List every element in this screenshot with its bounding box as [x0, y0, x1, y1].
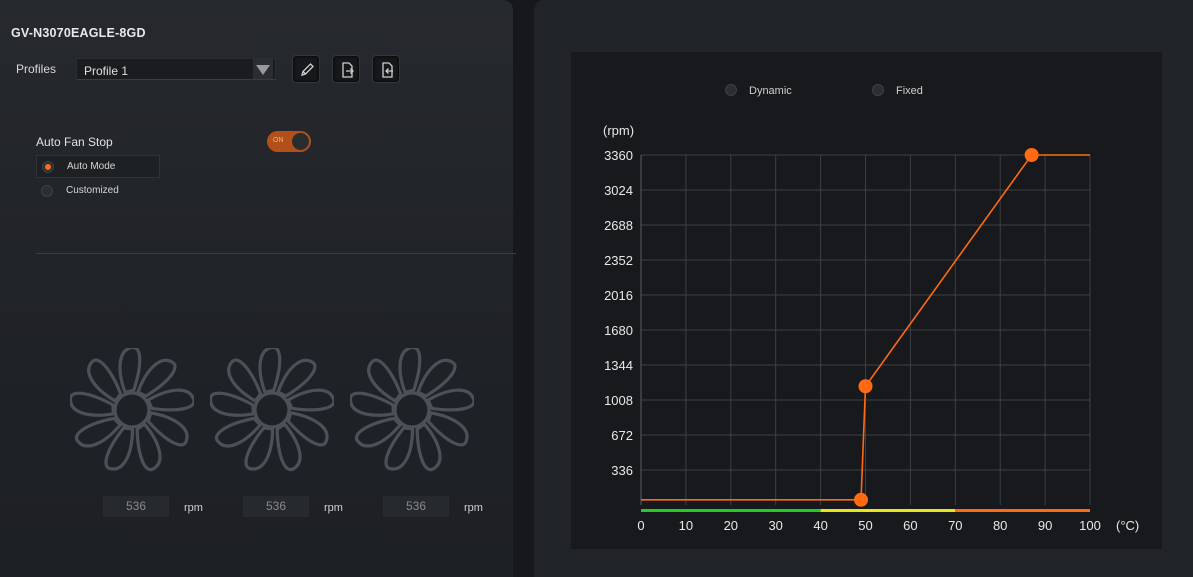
y-tick-label: 672 — [611, 428, 633, 443]
dynamic-label: Dynamic — [749, 85, 792, 97]
y-tick-label: 3024 — [604, 183, 633, 198]
pencil-icon — [301, 63, 314, 76]
chart-labels: (rpm) (°C) 0 10 20 30 40 50 60 70 80 90 100 336 672 1… — [603, 123, 1139, 533]
x-axis-label: (°C) — [1116, 518, 1139, 533]
y-tick-label: 1680 — [604, 323, 633, 338]
toggle-knob — [292, 133, 309, 150]
x-tick-label: 0 — [637, 518, 644, 533]
x-tick-label: 10 — [679, 518, 693, 533]
x-tick-label: 30 — [768, 518, 782, 533]
y-tick-label: 3360 — [604, 148, 633, 163]
y-tick-label: 2016 — [604, 288, 633, 303]
fan-3-unit: rpm — [464, 502, 483, 514]
fan-2-unit: rpm — [324, 502, 343, 514]
y-tick-label: 1344 — [604, 358, 633, 373]
fixed-label: Fixed — [896, 85, 923, 97]
x-tick-label: 40 — [813, 518, 827, 533]
fan-curve-chart-area — [571, 52, 1162, 549]
profile-dropdown[interactable]: Profile 1 — [76, 58, 276, 80]
file-import-icon — [382, 62, 393, 78]
fan-curve-control-point[interactable] — [1024, 148, 1039, 162]
customized-mode-option[interactable]: Customized — [36, 180, 160, 203]
y-tick-label: 2688 — [604, 218, 633, 233]
x-tick-label: 50 — [858, 518, 872, 533]
y-tick-label: 2352 — [604, 253, 633, 268]
x-tick-label: 100 — [1079, 518, 1101, 533]
dynamic-radio[interactable] — [725, 84, 737, 96]
temperature-zone-segment — [820, 509, 956, 512]
export-profile-button[interactable] — [332, 55, 360, 83]
profiles-label: Profiles — [16, 62, 57, 76]
fan-3-speed: 536 — [383, 496, 449, 517]
toggle-state-text: ON — [273, 137, 284, 144]
customized-mode-radio[interactable] — [41, 185, 53, 197]
fan-curve-points[interactable] — [854, 148, 1039, 507]
temperature-zone-segment — [955, 509, 1090, 512]
temperature-zone-segment — [641, 509, 821, 512]
edit-profile-button[interactable] — [292, 55, 320, 83]
device-title: GV-N3070EAGLE-8GD — [11, 26, 146, 40]
x-tick-label: 60 — [903, 518, 917, 533]
auto-fan-stop-toggle[interactable]: ON — [267, 131, 311, 152]
chart-grid — [640, 154, 1091, 505]
chevron-down-icon[interactable] — [253, 59, 273, 79]
fan-2-icon — [210, 348, 334, 472]
fan-curve-control-point[interactable] — [854, 492, 869, 507]
y-tick-label: 336 — [611, 463, 633, 478]
auto-fan-stop-label: Auto Fan Stop — [36, 135, 113, 149]
fan-1-unit: rpm — [184, 502, 203, 514]
auto-mode-option[interactable]: Auto Mode — [36, 155, 160, 178]
import-profile-button[interactable] — [372, 55, 400, 83]
fan-curve-control-point[interactable] — [858, 379, 873, 394]
fixed-radio[interactable] — [872, 84, 884, 96]
section-divider — [36, 253, 516, 254]
x-tick-label: 70 — [948, 518, 962, 533]
customized-mode-label: Customized — [66, 185, 119, 196]
x-tick-label: 80 — [993, 518, 1007, 533]
x-tick-label: 20 — [724, 518, 738, 533]
fan-2-speed: 536 — [243, 496, 309, 517]
fan-3-icon — [350, 348, 474, 472]
fan-1-icon — [70, 348, 194, 472]
y-axis-label: (rpm) — [603, 123, 634, 138]
profile-selected-value: Profile 1 — [84, 64, 129, 78]
fan-settings-panel: GV-N3070EAGLE-8GD Profiles Profile 1 Aut — [0, 0, 516, 577]
y-tick-label: 1008 — [604, 393, 633, 408]
fan-1-speed: 536 — [103, 496, 169, 517]
temperature-zone-bar — [641, 509, 1090, 512]
auto-mode-radio[interactable] — [42, 161, 54, 173]
file-export-icon — [342, 62, 354, 78]
auto-mode-label: Auto Mode — [67, 161, 116, 172]
x-tick-label: 90 — [1038, 518, 1052, 533]
